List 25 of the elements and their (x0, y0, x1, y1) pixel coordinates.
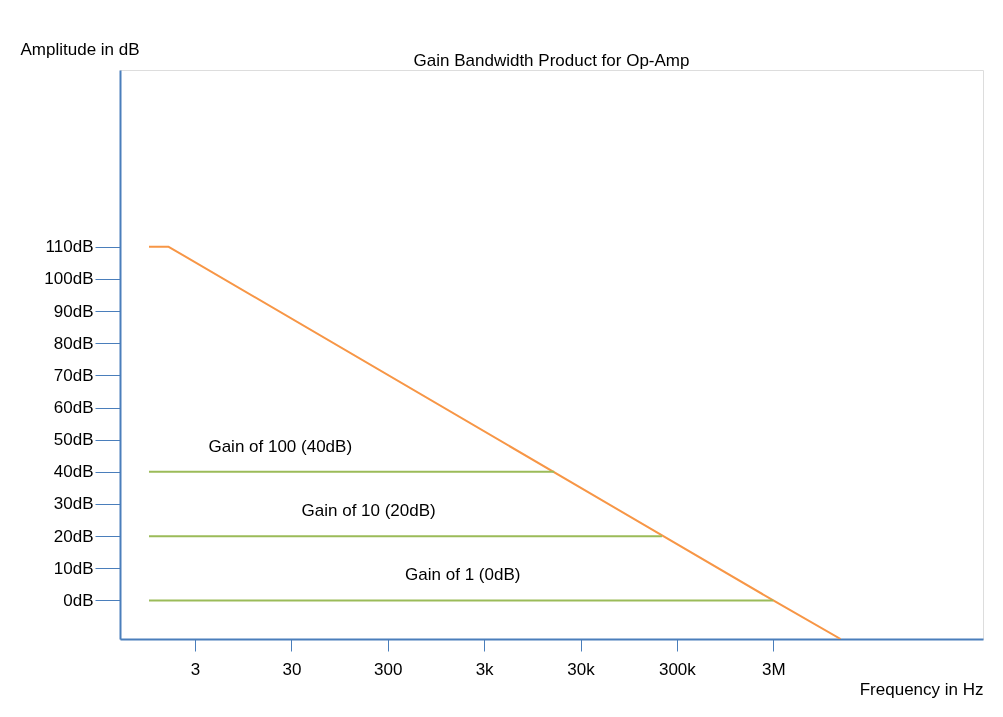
y-tick-label: 70dB (53, 365, 94, 385)
y-tick-label: 0dB (63, 590, 94, 610)
y-tick-label: 90dB (53, 301, 94, 321)
y-tick-label: 20dB (53, 526, 94, 546)
x-tick-label: 3M (761, 659, 786, 679)
x-tick-label: 30k (567, 659, 596, 679)
x-tick-label: 3k (475, 659, 495, 679)
annotation: Gain of 1 (0dB) (405, 565, 521, 585)
y-tick-label: 30dB (53, 494, 94, 514)
x-tick-label: 30 (282, 659, 302, 679)
chart-title: Gain Bandwidth Product for Op-Amp (413, 51, 690, 70)
x-tick-label: 300k (658, 659, 697, 679)
y-tick-label: 60dB (53, 398, 94, 418)
annotation: Gain of 10 (20dB) (301, 501, 436, 521)
y-tick-label: 10dB (53, 558, 94, 578)
y-axis-title: Amplitude in dB (20, 39, 140, 59)
x-tick-label: 3 (190, 659, 201, 679)
x-axis-title: Frequency in Hz (859, 679, 984, 699)
y-tick-label: 80dB (53, 333, 94, 353)
y-tick-label: 100dB (44, 269, 94, 289)
annotation: Gain of 100 (40dB) (208, 436, 353, 456)
y-tick-label: 50dB (53, 430, 94, 450)
y-tick-label: 40dB (53, 462, 94, 482)
x-tick-label: 300 (374, 659, 403, 679)
y-tick-label: 110dB (45, 237, 94, 257)
